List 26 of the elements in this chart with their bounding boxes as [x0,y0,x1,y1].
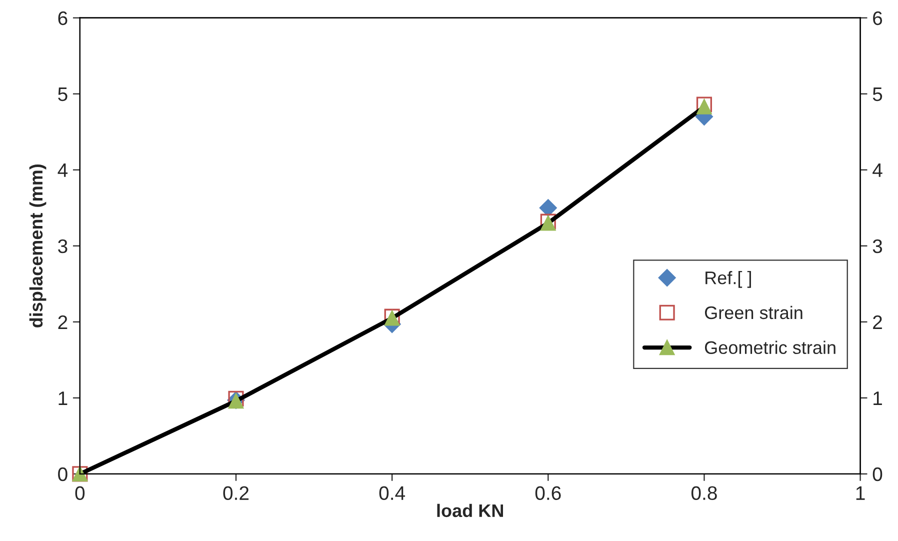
y2-tick-label: 4 [872,164,882,177]
x-axis-title: load KN [437,504,503,518]
point [539,199,557,217]
y-tick-label: 0 [58,467,68,482]
x-tick-label: 0.8 [691,486,717,500]
y2-tick-label: 3 [872,239,882,254]
x-tick-label: 0.6 [535,486,561,500]
y2-tick-label: 2 [873,315,882,329]
y-tick-label: 6 [58,11,68,26]
y-tick-label: 4 [58,164,68,177]
legend-label: Ref.[ ] [706,270,751,288]
y2-tick-label: 6 [873,11,882,26]
legend-label: Geometric strain [704,340,836,354]
y2-tick-label: 1 [874,392,882,405]
x-tick-label: 0.4 [379,486,406,500]
y2-tick-label: 5 [872,88,882,102]
y-tick-label: 3 [58,239,68,254]
x-tick-label: 0.2 [223,486,249,500]
y2-tick-label: 0 [872,467,882,482]
y-tick-label: 5 [58,88,68,102]
y-tick-label: 2 [58,315,68,329]
legend-label: Green strain [704,306,802,320]
x-tick-label: 1 [856,486,865,500]
y-axis-title: displacement (mm) [29,164,46,328]
x-tick-label: 0 [75,486,85,500]
y-tick-label: 1 [58,392,68,405]
